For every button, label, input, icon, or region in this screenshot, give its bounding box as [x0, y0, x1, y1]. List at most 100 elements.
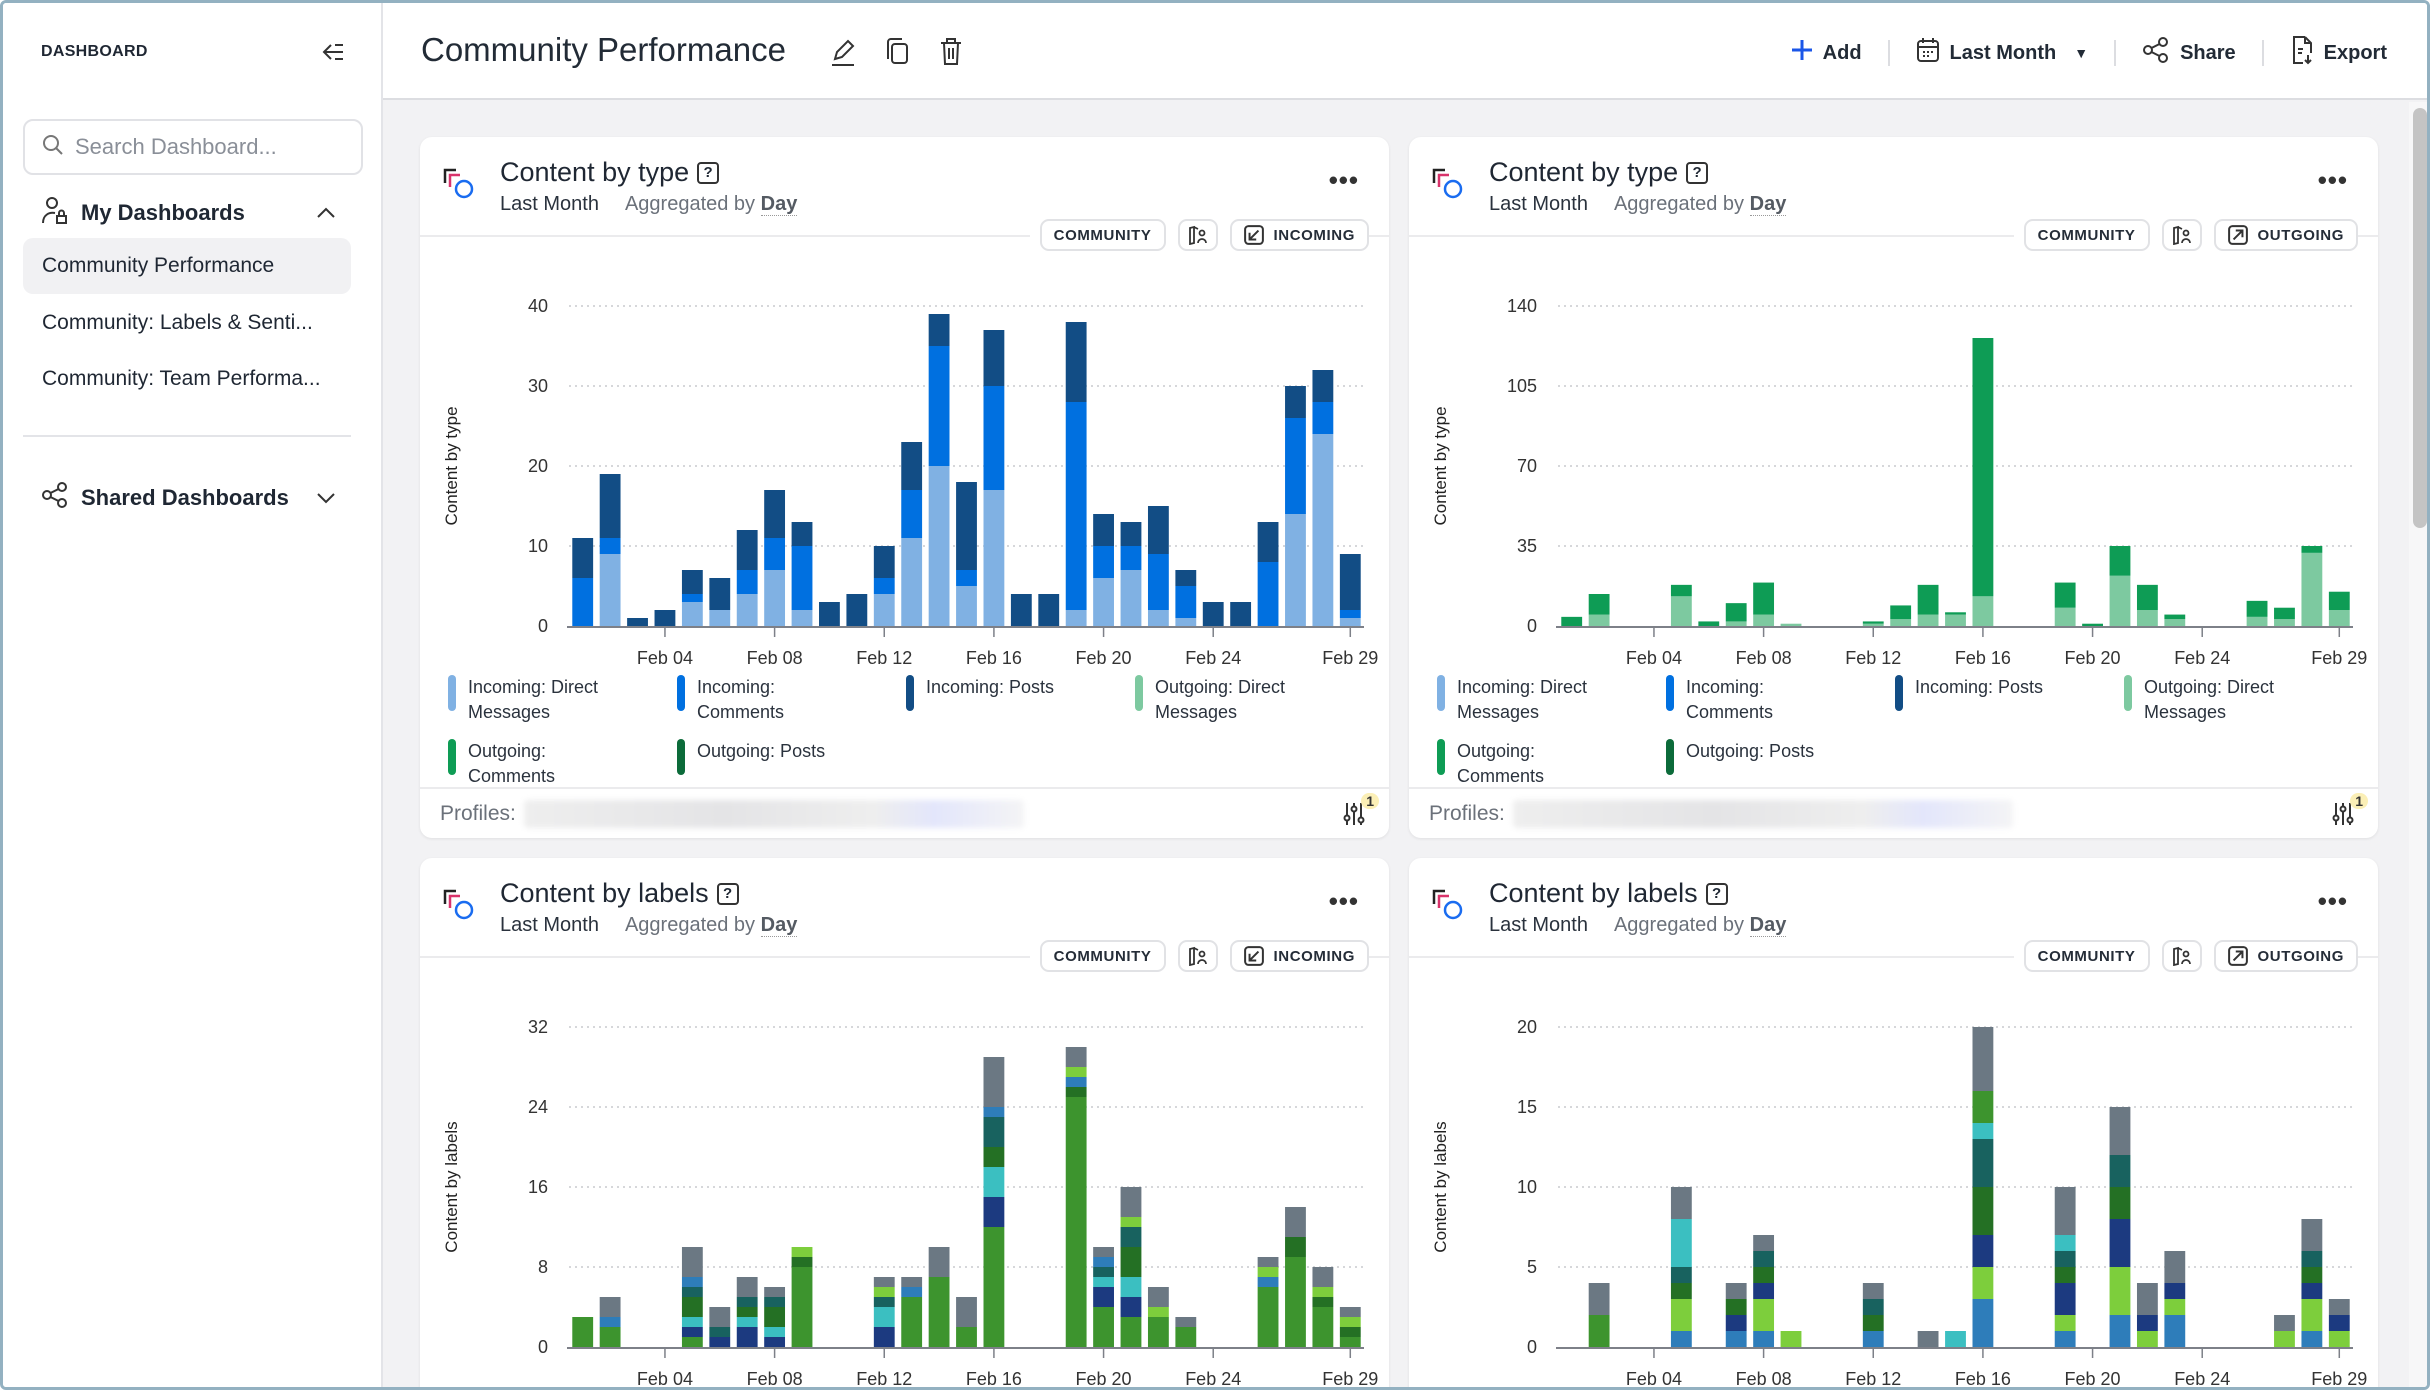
- bar-segment: [1175, 1317, 1197, 1327]
- legend-item[interactable]: Outgoing: Comments: [1437, 739, 1666, 789]
- direction-tag[interactable]: INCOMING: [1229, 219, 1369, 251]
- date-range-dropdown[interactable]: Last Month ▼: [1890, 37, 2115, 69]
- legend-item[interactable]: Incoming: Posts: [1895, 675, 2124, 725]
- sidebar-item-community-performance[interactable]: Community Performance: [23, 238, 351, 294]
- community-tag[interactable]: COMMUNITY: [1039, 219, 1166, 251]
- bar-segment: [1588, 614, 1610, 626]
- bar-segment: [983, 490, 1005, 626]
- collapse-sidebar-icon[interactable]: [319, 37, 349, 67]
- bar-segment: [681, 1287, 703, 1297]
- more-options-icon[interactable]: •••: [1328, 886, 1359, 916]
- my-dashboards-section-toggle[interactable]: My Dashboards: [41, 195, 337, 231]
- bar-segment: [599, 1317, 621, 1327]
- bar-segment: [709, 1327, 731, 1337]
- help-icon[interactable]: ?: [1705, 882, 1728, 905]
- legend-item[interactable]: Outgoing: Direct Messages: [2124, 675, 2353, 725]
- profile-map-tag[interactable]: [1177, 219, 1218, 251]
- bar-segment: [1093, 1247, 1114, 1257]
- stacked-bar-chart: 0 35 70 105 140 Content by type Feb 04 Feb 08 Fe…: [1431, 296, 2367, 668]
- community-tag[interactable]: COMMUNITY: [2023, 219, 2150, 251]
- chart-legend: Incoming: Direct Messages Incoming: Comme…: [1437, 675, 2357, 789]
- y-axis-title: Content by labels: [1431, 1121, 1450, 1252]
- bar-segment: [1945, 1331, 1966, 1347]
- legend-swatch: [448, 675, 456, 711]
- bar-segment: [1202, 602, 1224, 626]
- share-button[interactable]: Share: [2116, 36, 2262, 70]
- bar-segment: [1257, 1267, 1279, 1277]
- help-icon[interactable]: ?: [1686, 161, 1709, 184]
- more-options-icon[interactable]: •••: [1328, 165, 1359, 195]
- direction-tag[interactable]: OUTGOING: [2213, 940, 2358, 972]
- bar-segment: [2109, 575, 2131, 626]
- filter-count-badge: 1: [2350, 793, 2368, 809]
- bar-segment: [599, 554, 621, 626]
- legend-item[interactable]: Incoming: Direct Messages: [448, 675, 677, 725]
- stacked-bar-chart: 0 10 20 30 40 Content by type Feb 04 Feb 08 Feb …: [442, 296, 1378, 668]
- filter-button[interactable]: 1: [1343, 793, 1379, 833]
- help-icon[interactable]: ?: [716, 882, 739, 905]
- search-dashboard-input[interactable]: [75, 134, 345, 160]
- sidebar-item-community-labels-sentiment[interactable]: Community: Labels & Senti...: [42, 311, 313, 334]
- add-button[interactable]: Add: [1765, 39, 1888, 67]
- direction-tag[interactable]: INCOMING: [1229, 940, 1369, 972]
- y-tick-label: 10: [528, 536, 548, 556]
- shared-dashboards-section-toggle[interactable]: Shared Dashboards: [41, 481, 337, 515]
- profile-map-tag[interactable]: [1177, 940, 1218, 972]
- direction-arrow-icon: [1243, 946, 1264, 966]
- sidebar: DASHBOARD My Dashboards Community Perfor…: [3, 3, 383, 1387]
- scrollbar-thumb[interactable]: [2413, 108, 2427, 528]
- filter-count-badge: 1: [1361, 793, 1379, 809]
- bar-segment: [1312, 434, 1334, 626]
- legend-item[interactable]: Outgoing: Comments: [448, 739, 677, 789]
- legend-item[interactable]: Incoming: Comments: [1666, 675, 1895, 725]
- community-tag[interactable]: COMMUNITY: [2023, 940, 2150, 972]
- filter-button[interactable]: 1: [2332, 793, 2368, 833]
- bar-segment: [791, 1257, 813, 1267]
- y-tick-label: 20: [528, 456, 548, 476]
- profile-map-tag[interactable]: [2161, 219, 2202, 251]
- legend-item[interactable]: Outgoing: Posts: [677, 739, 906, 789]
- more-options-icon[interactable]: •••: [2317, 886, 2348, 916]
- search-dashboard-field[interactable]: [23, 119, 363, 175]
- legend-item[interactable]: Outgoing: Posts: [1666, 739, 1895, 789]
- legend-item[interactable]: Incoming: Posts: [906, 675, 1135, 725]
- bar-segment: [1862, 621, 1884, 624]
- widget-period: Last Month: [1489, 914, 1588, 936]
- sidebar-item-community-team-performance[interactable]: Community: Team Performa...: [42, 367, 321, 390]
- bar-segment: [1670, 1219, 1692, 1267]
- profiles-list-blurred[interactable]: [1512, 799, 2013, 828]
- bar-segment: [1725, 603, 1747, 622]
- delete-trash-icon[interactable]: [939, 37, 963, 72]
- aggregation-value[interactable]: Day: [760, 914, 798, 937]
- help-icon[interactable]: ?: [697, 161, 720, 184]
- x-tick-label: Feb 16: [1955, 648, 2011, 668]
- aggregation-value[interactable]: Day: [1749, 914, 1787, 937]
- aggregation-prefix: Aggregated by: [1613, 193, 1745, 215]
- bar-segment: [2054, 1283, 2076, 1315]
- aggregation-value[interactable]: Day: [1749, 193, 1787, 216]
- bar-segment: [2328, 1315, 2350, 1331]
- x-tick-label: Feb 24: [2174, 648, 2230, 668]
- export-button[interactable]: Export: [2264, 35, 2387, 71]
- bar-segment: [1862, 623, 1884, 626]
- bar-segment: [736, 1317, 758, 1327]
- community-tag[interactable]: COMMUNITY: [1039, 940, 1166, 972]
- legend-item[interactable]: Incoming: Comments: [677, 675, 906, 725]
- duplicate-icon[interactable]: [885, 37, 911, 72]
- widget-period: Last Month: [500, 914, 599, 936]
- legend-item[interactable]: Incoming: Direct Messages: [1437, 675, 1666, 725]
- edit-pencil-icon[interactable]: [829, 37, 857, 72]
- chevron-down-icon[interactable]: [315, 485, 337, 511]
- bar-segment: [764, 1337, 786, 1347]
- chevron-up-icon[interactable]: [315, 200, 337, 226]
- bar-segment: [2301, 552, 2323, 626]
- aggregation-value[interactable]: Day: [760, 193, 798, 216]
- bar-segment: [1230, 602, 1252, 626]
- x-tick-label: Feb 08: [1736, 648, 1792, 668]
- direction-tag[interactable]: OUTGOING: [2213, 219, 2358, 251]
- profile-map-tag[interactable]: [2161, 940, 2202, 972]
- more-options-icon[interactable]: •••: [2317, 165, 2348, 195]
- legend-item[interactable]: Outgoing: Direct Messages: [1135, 675, 1364, 725]
- bar-segment: [1010, 594, 1032, 626]
- profiles-list-blurred[interactable]: [523, 799, 1024, 828]
